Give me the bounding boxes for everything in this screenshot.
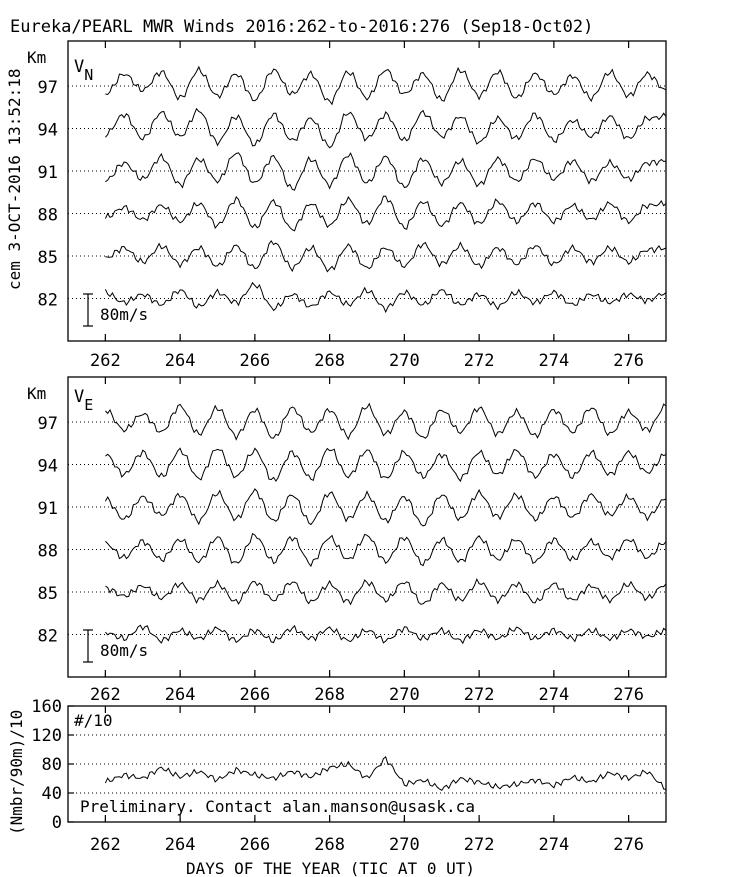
height-label: 82 (38, 627, 58, 647)
x-tick-label: 264 (165, 351, 196, 371)
panel-ve-height-labels: 97 94 91 88 85 82 (38, 414, 58, 647)
x-tick-label: 270 (389, 685, 420, 705)
wind-series-line (104, 195, 667, 232)
panel-counts-y-ticks: 0 40 80 120 160 (31, 697, 74, 833)
y-tick-label: 40 (42, 784, 62, 804)
y-tick-label: 80 (42, 755, 62, 775)
panel-ve-series (68, 402, 667, 645)
x-tick-label: 262 (90, 351, 121, 371)
panel-ve-scale-label: 80m/s (100, 641, 148, 660)
x-tick-label: 266 (240, 351, 271, 371)
wind-series-line (104, 281, 667, 314)
panel-ve-unit-label: Km (27, 384, 46, 403)
x-tick-label: 276 (613, 685, 644, 705)
height-label: 88 (38, 542, 58, 562)
x-tick-label: 262 (90, 835, 121, 855)
y-tick-label: 120 (31, 726, 62, 746)
height-label: 85 (38, 584, 58, 604)
x-tick-label: 272 (464, 835, 495, 855)
height-label: 91 (38, 499, 58, 519)
wind-series-line (105, 402, 667, 441)
panel-vn-symbol-v: V (74, 57, 84, 77)
x-tick-label: 264 (165, 835, 196, 855)
wind-series-line (105, 152, 667, 191)
y-tick-label: 160 (31, 697, 62, 717)
x-tick-label: 274 (539, 835, 570, 855)
panel-ve-symbol: VE (74, 387, 93, 414)
panel-ve: Km VE 97 94 91 88 85 82 80m/s 262 264 266 268 270… (27, 376, 667, 705)
panel-vn: Km VN 97 94 91 88 85 82 80m/s 262 264 266 268 270… (27, 40, 667, 371)
x-tick-label: 268 (314, 685, 345, 705)
x-tick-label: 274 (539, 685, 570, 705)
panel-vn-series (68, 65, 667, 314)
height-label: 94 (38, 457, 58, 477)
x-tick-label: 264 (165, 685, 196, 705)
x-tick-label: 274 (539, 351, 570, 371)
panel-vn-unit-label: Km (27, 48, 46, 67)
x-tick-label: 266 (240, 685, 271, 705)
x-tick-label: 272 (464, 685, 495, 705)
wind-series-line (105, 240, 667, 273)
x-tick-label: 268 (314, 351, 345, 371)
x-tick-label: 276 (613, 351, 644, 371)
panel-counts-ylabel: (Nmbr/90m)/10 (7, 710, 26, 835)
side-timestamp-label: cem 3-OCT-2016 13:52:18 (5, 68, 24, 290)
panel-counts: (Nmbr/90m)/10 #/10 0 40 80 120 160 Prelimina… (7, 697, 667, 855)
height-label: 91 (38, 163, 58, 183)
x-axis-label: DAYS OF THE YEAR (TIC AT 0 UT) (186, 859, 475, 877)
panel-vn-symbol: VN (74, 57, 93, 84)
height-label: 97 (38, 78, 58, 98)
wind-series-line (105, 624, 667, 645)
x-tick-label: 268 (314, 835, 345, 855)
x-tick-label: 266 (240, 835, 271, 855)
panel-vn-scale-label: 80m/s (100, 305, 148, 324)
wind-series-line (104, 488, 667, 527)
panel-counts-unit-label: #/10 (74, 711, 113, 730)
wind-series-line (105, 65, 667, 106)
panel-counts-annotation-bg (76, 795, 576, 817)
chart-title: Eureka/PEARL MWR Winds 2016:262-to-2016:… (10, 17, 593, 37)
panel-vn-symbol-sub: N (84, 66, 93, 84)
height-label: 97 (38, 414, 58, 434)
panel-vn-height-labels: 97 94 91 88 85 82 (38, 78, 58, 311)
y-tick-label: 0 (52, 813, 62, 833)
panel-counts-annotation: Preliminary. Contact alan.manson@usask.c… (80, 797, 475, 816)
panel-ve-symbol-sub: E (84, 396, 93, 414)
panel-counts-x-ticks: 262 264 266 268 270 272 274 276 (90, 706, 644, 855)
height-label: 88 (38, 206, 58, 226)
x-tick-label: 270 (389, 835, 420, 855)
wind-series-line (105, 577, 667, 606)
count-series-line (104, 756, 667, 791)
wind-series-line (105, 532, 667, 568)
panel-ve-frame (67, 376, 667, 678)
panel-counts-series (104, 756, 667, 791)
height-label: 85 (38, 248, 58, 268)
panel-ve-symbol-v: V (74, 387, 84, 407)
panel-vn-frame (67, 40, 667, 342)
x-tick-label: 262 (90, 685, 121, 705)
height-label: 82 (38, 291, 58, 311)
x-tick-label: 270 (389, 351, 420, 371)
panel-vn-x-ticks: 262 264 266 268 270 272 274 276 (90, 41, 644, 371)
x-tick-label: 272 (464, 351, 495, 371)
wind-series-line (105, 447, 667, 483)
height-label: 94 (38, 121, 58, 141)
panel-ve-x-ticks: 262 264 266 268 270 272 274 276 (90, 377, 644, 705)
x-tick-label: 276 (613, 835, 644, 855)
wind-series-line (105, 107, 667, 149)
